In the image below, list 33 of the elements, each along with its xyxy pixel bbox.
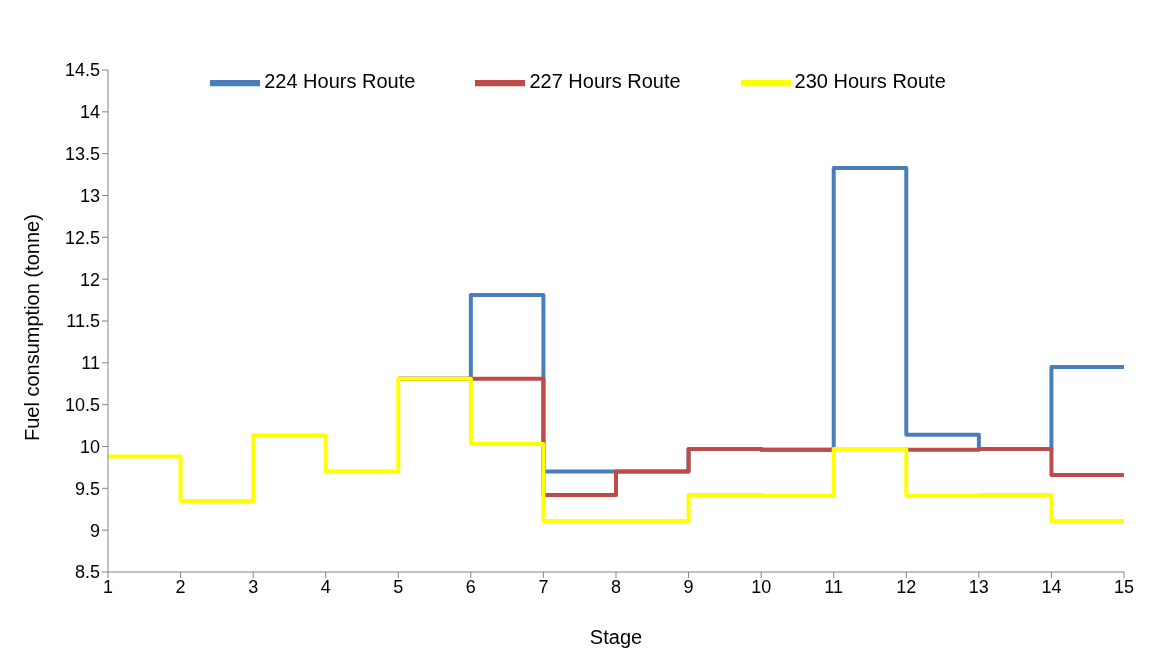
x-tick-label: 9 xyxy=(683,576,694,597)
x-tick-label: 7 xyxy=(538,576,549,597)
y-tick-label: 9.5 xyxy=(74,478,100,499)
x-tick-label: 1 xyxy=(102,576,114,597)
x-tick-label: 10 xyxy=(751,576,772,597)
x-tick-label: 13 xyxy=(968,576,989,597)
y-tick-label: 13.5 xyxy=(64,144,100,165)
x-tick-label: 12 xyxy=(896,576,917,597)
y-tick-label: 9 xyxy=(89,520,100,541)
y-tick-label: 10 xyxy=(79,436,100,457)
x-tick-label: 15 xyxy=(1113,576,1135,597)
x-tick-label: 2 xyxy=(175,576,186,597)
y-tick-label: 11.5 xyxy=(66,311,100,332)
x-tick-label: 14 xyxy=(1041,576,1062,597)
y-tick-label: 10.5 xyxy=(64,395,100,416)
y-tick-label: 12 xyxy=(79,269,100,290)
x-tick-label: 8 xyxy=(610,576,622,597)
legend-label: 230 Hours Route xyxy=(794,70,946,93)
y-tick-label: 12.5 xyxy=(64,227,100,248)
y-tick-label: 14.5 xyxy=(64,60,100,81)
x-tick-label: 11 xyxy=(824,576,844,597)
y-axis-title: Fuel consumption (tonne) xyxy=(21,214,44,441)
y-tick-label: 14 xyxy=(79,102,100,123)
legend-label: 227 Hours Route xyxy=(529,70,681,93)
x-tick-label: 5 xyxy=(393,576,404,597)
x-tick-label: 6 xyxy=(465,576,476,597)
x-tick-label: 4 xyxy=(320,576,331,597)
legend-label: 224 Hours Route xyxy=(264,70,416,93)
y-tick-label: 8.5 xyxy=(74,562,100,583)
x-axis-title: Stage xyxy=(589,626,643,648)
y-tick-label: 11 xyxy=(81,353,100,374)
x-tick-label: 3 xyxy=(248,576,259,597)
y-tick-label: 13 xyxy=(79,185,100,206)
